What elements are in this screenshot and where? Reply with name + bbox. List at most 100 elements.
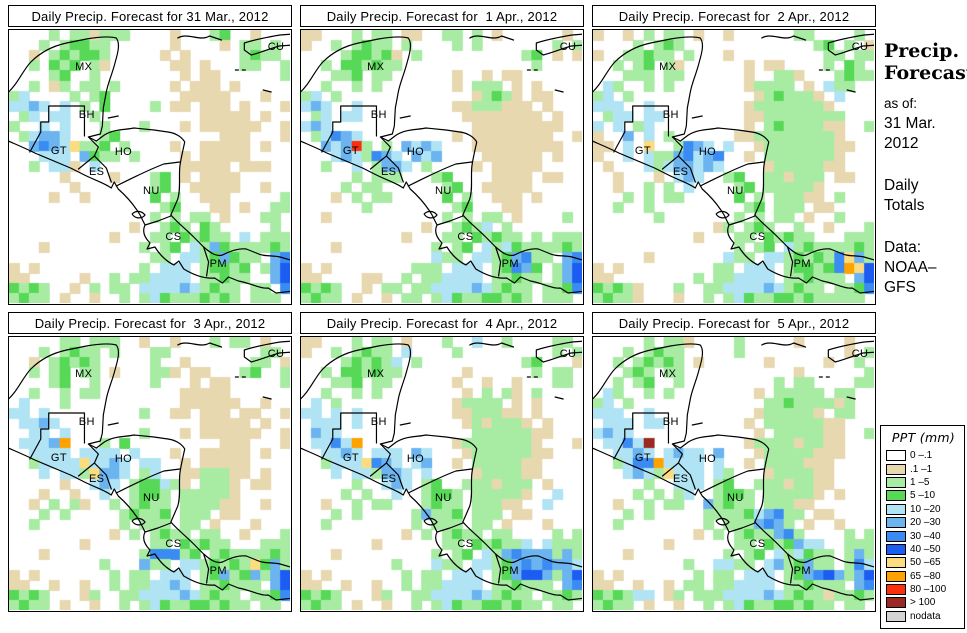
geo-label-cs: CS xyxy=(457,537,474,550)
legend-swatch xyxy=(886,450,906,462)
legend-row: 0 –.1 xyxy=(886,449,961,462)
geo-label-bh: BH xyxy=(662,109,679,122)
forecast-panel: Daily Precip. Forecast for 3 Apr., 2012 … xyxy=(8,312,292,612)
geo-label-mx: MX xyxy=(659,368,677,381)
legend-label: 50 –65 xyxy=(910,557,941,569)
legend-label: 5 –10 xyxy=(910,490,936,502)
geo-label-nu: NU xyxy=(435,491,452,504)
geo-label-cu: CU xyxy=(559,40,577,53)
precip-grid-canvas xyxy=(301,337,582,610)
panel-title-text: Daily Precip. Forecast for 4 Apr., 2012 xyxy=(326,315,558,331)
geo-label-pm: PM xyxy=(209,564,227,577)
geo-label-cu: CU xyxy=(267,347,285,360)
panel-title: Daily Precip. Forecast for 2 Apr., 2012 xyxy=(592,5,876,27)
geo-label-cs: CS xyxy=(165,230,182,243)
geo-label-gt: GT xyxy=(50,451,67,464)
data-source-line2: GFS xyxy=(884,279,916,296)
geo-label-cs: CS xyxy=(749,537,766,550)
geo-label-cs: CS xyxy=(165,537,182,550)
legend-swatch xyxy=(886,463,906,475)
data-source-line1: NOAA– xyxy=(884,259,937,276)
geo-label-cu: CU xyxy=(559,347,577,360)
legend-row: 1 –5 xyxy=(886,476,961,489)
legend-label: 20 –30 xyxy=(910,517,941,529)
data-source-label: Data: xyxy=(884,239,922,256)
coastline-overlay xyxy=(593,33,874,294)
geo-label-ho: HO xyxy=(406,453,425,466)
map-area: MX CU BH GT HO ES NU CS PM xyxy=(8,336,292,612)
geo-label-ho: HO xyxy=(698,453,717,466)
geo-label-nu: NU xyxy=(143,491,160,504)
legend-title: PPT (mm) xyxy=(891,430,956,445)
legend-swatch xyxy=(886,530,906,542)
geo-label-es: ES xyxy=(672,473,689,486)
geo-label-ho: HO xyxy=(114,453,133,466)
legend-row: nodata xyxy=(886,610,961,623)
legend-swatch xyxy=(886,557,906,569)
legend-swatch xyxy=(886,543,906,555)
geo-label-pm: PM xyxy=(793,257,811,270)
legend-row: 65 –80 xyxy=(886,570,961,583)
legend-label: 1 –5 xyxy=(910,476,930,488)
coastline-overlay xyxy=(9,33,290,294)
geo-label-ho: HO xyxy=(406,146,425,159)
precip-grid-canvas xyxy=(9,30,290,303)
legend-items: 0 –.1.1 –1 1 –5 5 –10 10 –20 20 –30 30 –40 40 … xyxy=(886,449,961,623)
geo-label-nu: NU xyxy=(727,184,744,197)
geo-label-pm: PM xyxy=(209,257,227,270)
geo-label-cs: CS xyxy=(749,230,766,243)
panel-title-text: Daily Precip. Forecast for 1 Apr., 2012 xyxy=(326,8,558,24)
legend-row: > 100 xyxy=(886,596,961,609)
panel-title: Daily Precip. Forecast for 1 Apr., 2012 xyxy=(300,5,584,27)
legend-row: 40 –50 xyxy=(886,543,961,556)
as-of-date-line1: 31 Mar. xyxy=(884,115,936,132)
panel-title-text: Daily Precip. Forecast for 31 Mar., 2012 xyxy=(31,8,269,24)
legend-row: 20 –30 xyxy=(886,516,961,529)
map-area: MX CU BH GT HO ES NU CS PM xyxy=(592,336,876,612)
geo-label-bh: BH xyxy=(78,416,95,429)
legend-swatch xyxy=(886,476,906,488)
geo-label-bh: BH xyxy=(370,109,387,122)
geo-label-ho: HO xyxy=(698,146,717,159)
geo-label-mx: MX xyxy=(367,368,385,381)
geo-label-es: ES xyxy=(380,473,397,486)
geo-label-mx: MX xyxy=(367,61,385,74)
forecast-panel: Daily Precip. Forecast for 5 Apr., 2012 … xyxy=(592,312,876,612)
forecast-panel: Daily Precip. Forecast for 31 Mar., 2012… xyxy=(8,5,292,305)
geo-label-ho: HO xyxy=(114,146,133,159)
map-area: MX CU BH GT HO ES NU CS PM xyxy=(592,29,876,305)
geo-label-gt: GT xyxy=(342,451,359,464)
map-area: MX CU BH GT HO ES NU CS PM xyxy=(300,336,584,612)
figure-title-line2: Forecast xyxy=(884,62,967,84)
legend-box: PPT (mm) 0 –.1.1 –1 1 –5 5 –10 10 –20 20 –30… xyxy=(880,425,965,630)
panel-title: Daily Precip. Forecast for 4 Apr., 2012 xyxy=(300,312,584,334)
geo-label-es: ES xyxy=(672,166,689,179)
precip-grid-canvas xyxy=(9,337,290,610)
geo-label-nu: NU xyxy=(143,184,160,197)
panel-title: Daily Precip. Forecast for 31 Mar., 2012 xyxy=(8,5,292,27)
legend-label: 10 –20 xyxy=(910,503,941,515)
legend-swatch xyxy=(886,610,906,622)
precip-grid-canvas xyxy=(593,337,874,610)
panels-grid: Daily Precip. Forecast for 31 Mar., 2012… xyxy=(8,5,876,612)
figure-title-line1: Precip. xyxy=(884,40,960,62)
sidebar: Precip. Forecast as of: 31 Mar. 2012 Dai… xyxy=(884,40,967,298)
geo-label-mx: MX xyxy=(75,368,93,381)
legend-swatch xyxy=(886,503,906,515)
geo-label-es: ES xyxy=(88,473,105,486)
legend-label: 65 –80 xyxy=(910,570,941,582)
geo-label-es: ES xyxy=(380,166,397,179)
forecast-panel: Daily Precip. Forecast for 1 Apr., 2012 … xyxy=(300,5,584,305)
legend-row: 10 –20 xyxy=(886,503,961,516)
legend-row: 50 –65 xyxy=(886,556,961,569)
coastline-overlay xyxy=(301,33,582,294)
map-area: MX CU BH GT HO ES NU CS PM xyxy=(300,29,584,305)
legend-swatch xyxy=(886,584,906,596)
coastline-overlay xyxy=(9,340,290,601)
geo-label-bh: BH xyxy=(78,109,95,122)
forecast-panel: Daily Precip. Forecast for 2 Apr., 2012 … xyxy=(592,5,876,305)
geo-label-gt: GT xyxy=(50,144,67,157)
geo-label-bh: BH xyxy=(662,416,679,429)
geo-label-mx: MX xyxy=(75,61,93,74)
geo-label-nu: NU xyxy=(435,184,452,197)
